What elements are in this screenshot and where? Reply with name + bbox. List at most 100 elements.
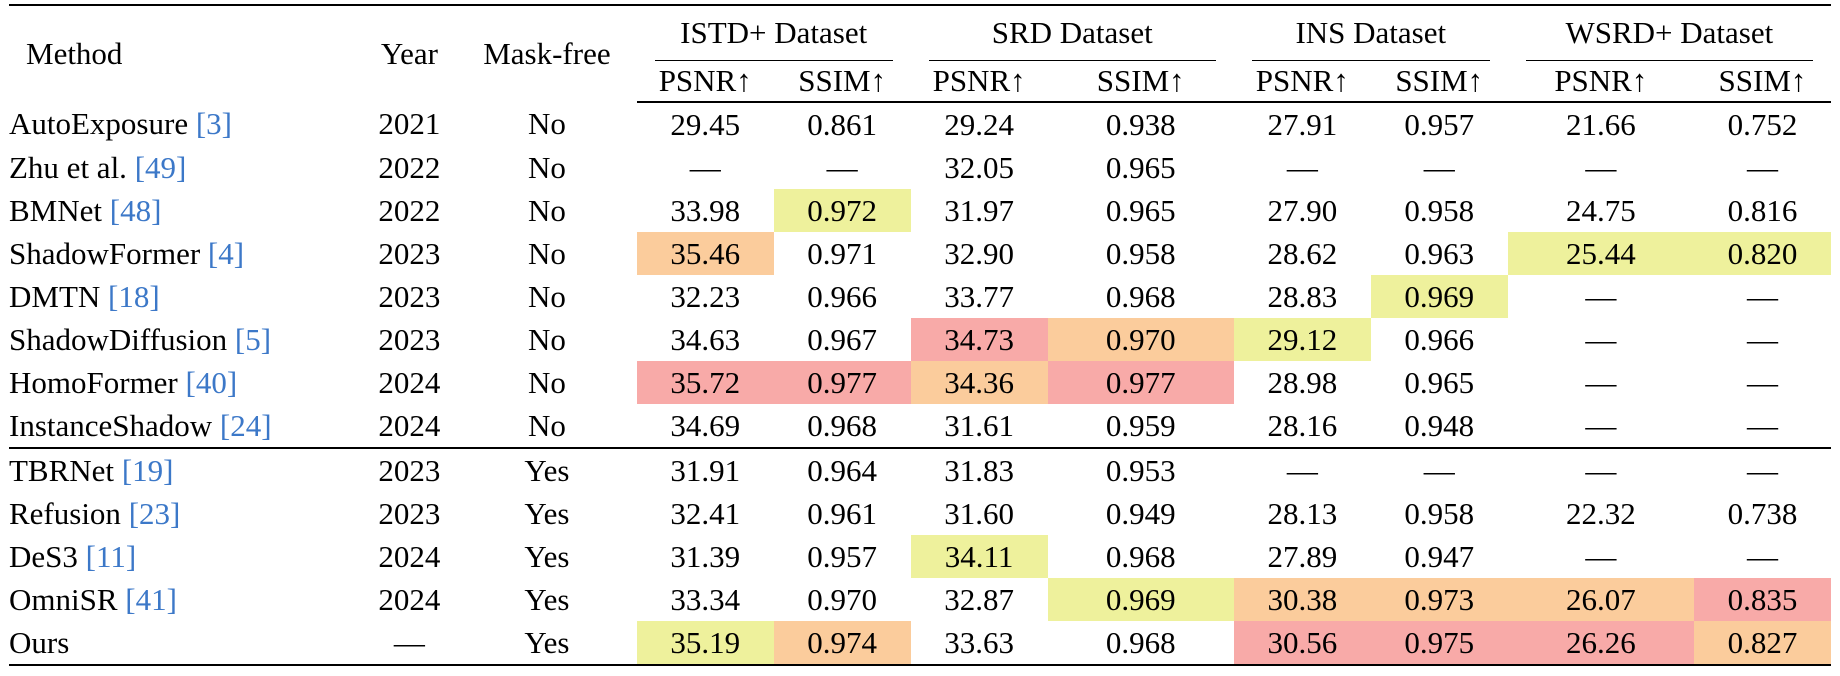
- ssim-cell: 0.965: [1105, 192, 1176, 228]
- ssim-cell: 0.964: [773, 447, 911, 492]
- header-psnr: PSNR↑: [910, 61, 1048, 103]
- psnr-cell: 30.56: [1233, 621, 1371, 664]
- method-name: TBRNet: [9, 452, 122, 488]
- ssim-cell: 0.972: [773, 189, 911, 232]
- psnr-cell: 28.98: [1267, 364, 1338, 400]
- mask-free-cell: No: [527, 364, 566, 400]
- header-ssim: SSIM↑: [1047, 61, 1234, 103]
- year-cell: 2022: [378, 149, 441, 185]
- citation-link[interactable]: [4]: [207, 235, 245, 271]
- dataset-label: ISTD+ Dataset: [680, 15, 868, 50]
- psnr-cell: 22.32: [1565, 495, 1636, 531]
- ssim-cell: 0.827: [1693, 621, 1831, 664]
- table-row: HomoFormer [40] 2024 No 35.72 0.977 34.36 0.97…: [9, 361, 1831, 404]
- method-name: ShadowDiffusion: [9, 321, 235, 357]
- ssim-cell: 0.958: [1404, 495, 1475, 531]
- ssim-cell: 0.963: [1404, 235, 1475, 271]
- mask-free-cell: Yes: [524, 624, 570, 660]
- psnr-cell: 25.44: [1507, 232, 1694, 275]
- psnr-cell: 26.26: [1507, 621, 1694, 664]
- method-cell: HomoFormer [40]: [9, 361, 362, 404]
- psnr-cell: 35.72: [636, 361, 774, 404]
- ssim-cell: 0.938: [1105, 106, 1176, 142]
- method-name: HomoFormer: [9, 364, 186, 400]
- dataset-label: SRD Dataset: [991, 15, 1153, 50]
- ssim-cell: 0.957: [807, 538, 878, 574]
- method-name: ShadowFormer: [9, 235, 208, 271]
- psnr-cell: 33.98: [670, 192, 741, 228]
- citation-link[interactable]: [3]: [195, 106, 232, 141]
- method-name: DeS3: [9, 538, 86, 574]
- citation-link[interactable]: [48]: [109, 192, 162, 228]
- ssim-cell: —: [826, 149, 858, 185]
- psnr-cell: —: [1585, 321, 1617, 357]
- ssim-cell: —: [1693, 447, 1831, 492]
- year-cell: 2023: [378, 495, 441, 531]
- ssim-cell: 0.966: [1404, 321, 1475, 357]
- year-cell: 2023: [378, 278, 441, 314]
- ssim-cell: 0.970: [1047, 318, 1234, 361]
- method-name: InstanceShadow: [9, 407, 220, 443]
- ssim-cell: 0.965: [1404, 364, 1475, 400]
- header-ssim: SSIM↑: [773, 61, 911, 103]
- ssim-cell: 0.968: [807, 407, 878, 443]
- psnr-cell: 24.75: [1565, 192, 1636, 228]
- method-cell: AutoExposure [3]: [9, 102, 362, 146]
- method-cell: DMTN [18]: [9, 275, 362, 318]
- citation-link[interactable]: [5]: [234, 321, 272, 357]
- header-psnr: PSNR↑: [636, 61, 774, 103]
- dataset-label: INS Dataset: [1295, 15, 1447, 50]
- dataset-label: WSRD+ Dataset: [1565, 15, 1774, 50]
- psnr-cell: 33.63: [944, 624, 1014, 660]
- psnr-cell: 27.89: [1267, 538, 1338, 574]
- psnr-cell: 31.97: [944, 192, 1014, 228]
- header-dataset-ins: INS Dataset: [1234, 5, 1508, 61]
- table-row: InstanceShadow [24] 2024 No 34.69 0.968 31.61…: [9, 404, 1831, 448]
- ssim-cell: 0.961: [807, 495, 878, 531]
- method-name: Zhu et al.: [9, 149, 135, 185]
- group-underline: [1251, 60, 1490, 61]
- header-ssim: SSIM↑: [1693, 61, 1831, 103]
- ssim-cell: 0.969: [1370, 275, 1508, 318]
- table-row: DMTN [18] 2023 No 32.23 0.966 33.77 0.968 28.83…: [9, 275, 1831, 318]
- header-mask-free: Mask-free: [483, 35, 611, 71]
- citation-link[interactable]: [49]: [134, 149, 187, 185]
- psnr-cell: 31.39: [670, 538, 741, 574]
- year-cell: 2022: [378, 192, 441, 228]
- psnr-cell: 28.83: [1267, 278, 1338, 314]
- ssim-cell: 0.835: [1693, 578, 1831, 621]
- ssim-cell: 0.816: [1727, 192, 1798, 228]
- year-cell: 2024: [378, 407, 441, 443]
- table-row: OmniSR [41] 2024 Yes 33.34 0.970 32.87 0.969 30…: [9, 578, 1831, 621]
- citation-link[interactable]: [24]: [219, 407, 272, 443]
- table-row: TBRNet [19] 2023 Yes 31.91 0.964 31.83 0.953— —…: [9, 447, 1831, 492]
- citation-link[interactable]: [18]: [108, 278, 160, 314]
- ssim-cell: 0.958: [1105, 235, 1176, 271]
- year-cell: 2023: [378, 321, 441, 357]
- method-cell: InstanceShadow [24]: [9, 404, 362, 448]
- table-row: ShadowDiffusion [5] 2023 No 34.63 0.967 34.73…: [9, 318, 1831, 361]
- psnr-cell: 34.36: [910, 361, 1048, 404]
- method-cell: BMNet [48]: [9, 189, 362, 232]
- citation-link[interactable]: [11]: [85, 538, 137, 574]
- ssim-cell: 0.975: [1370, 621, 1508, 664]
- psnr-cell: 34.63: [670, 321, 741, 357]
- mask-free-cell: Yes: [524, 581, 570, 617]
- psnr-cell: 28.13: [1267, 495, 1338, 531]
- method-name: Refusion: [9, 495, 129, 531]
- psnr-cell: —: [1585, 364, 1617, 400]
- year-cell: 2023: [361, 447, 458, 492]
- citation-link[interactable]: [41]: [125, 581, 177, 617]
- ssim-cell: 0.949: [1105, 495, 1176, 531]
- ssim-cell: 0.967: [807, 321, 878, 357]
- method-name: AutoExposure: [9, 106, 196, 141]
- method-name: DMTN: [9, 278, 109, 314]
- citation-link[interactable]: [23]: [128, 495, 181, 531]
- psnr-cell: 31.83: [910, 447, 1048, 492]
- citation-link[interactable]: [40]: [185, 364, 238, 400]
- mask-free-cell: Yes: [524, 538, 570, 574]
- header-psnr: PSNR↑: [1507, 61, 1694, 103]
- citation-link[interactable]: [19]: [121, 452, 174, 488]
- ssim-cell: 0.738: [1727, 495, 1798, 531]
- mask-free-cell: Yes: [524, 495, 570, 531]
